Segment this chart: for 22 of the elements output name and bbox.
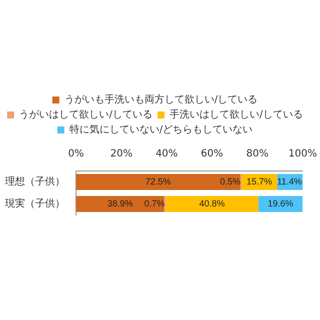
data-label: 38.9% <box>107 198 133 208</box>
x-tick-label: 40% <box>156 148 178 160</box>
bar <box>166 196 258 212</box>
y-tick-label: 現実（子供） <box>5 198 65 210</box>
data-label: 0.5% <box>220 176 240 186</box>
x-tick-label: 20% <box>110 148 132 160</box>
data-label: 11.4% <box>277 176 302 186</box>
legend-label: うがいも手洗いも両方して欲しい/している <box>64 94 258 106</box>
data-label: 0.7% <box>144 198 165 208</box>
legend-label: うがいはして欲しい/している <box>19 110 153 121</box>
legend-label: 特に気にしていない/どちらもしていない <box>69 124 253 136</box>
x-tick-label: 60% <box>200 148 224 160</box>
data-label: 19.6% <box>268 198 294 208</box>
legend-label: 手洗いはして欲しい/している <box>170 108 303 121</box>
data-label: 72.5% <box>145 176 171 186</box>
data-label: 15.7% <box>246 176 272 186</box>
bar <box>76 174 240 190</box>
x-tick-label: 80% <box>246 148 268 160</box>
x-tick-label: 0% <box>68 148 84 160</box>
y-tick-label: 理想（子供） <box>5 176 65 188</box>
x-tick-label: 100% <box>288 148 317 160</box>
data-label: 40.8% <box>199 198 225 208</box>
